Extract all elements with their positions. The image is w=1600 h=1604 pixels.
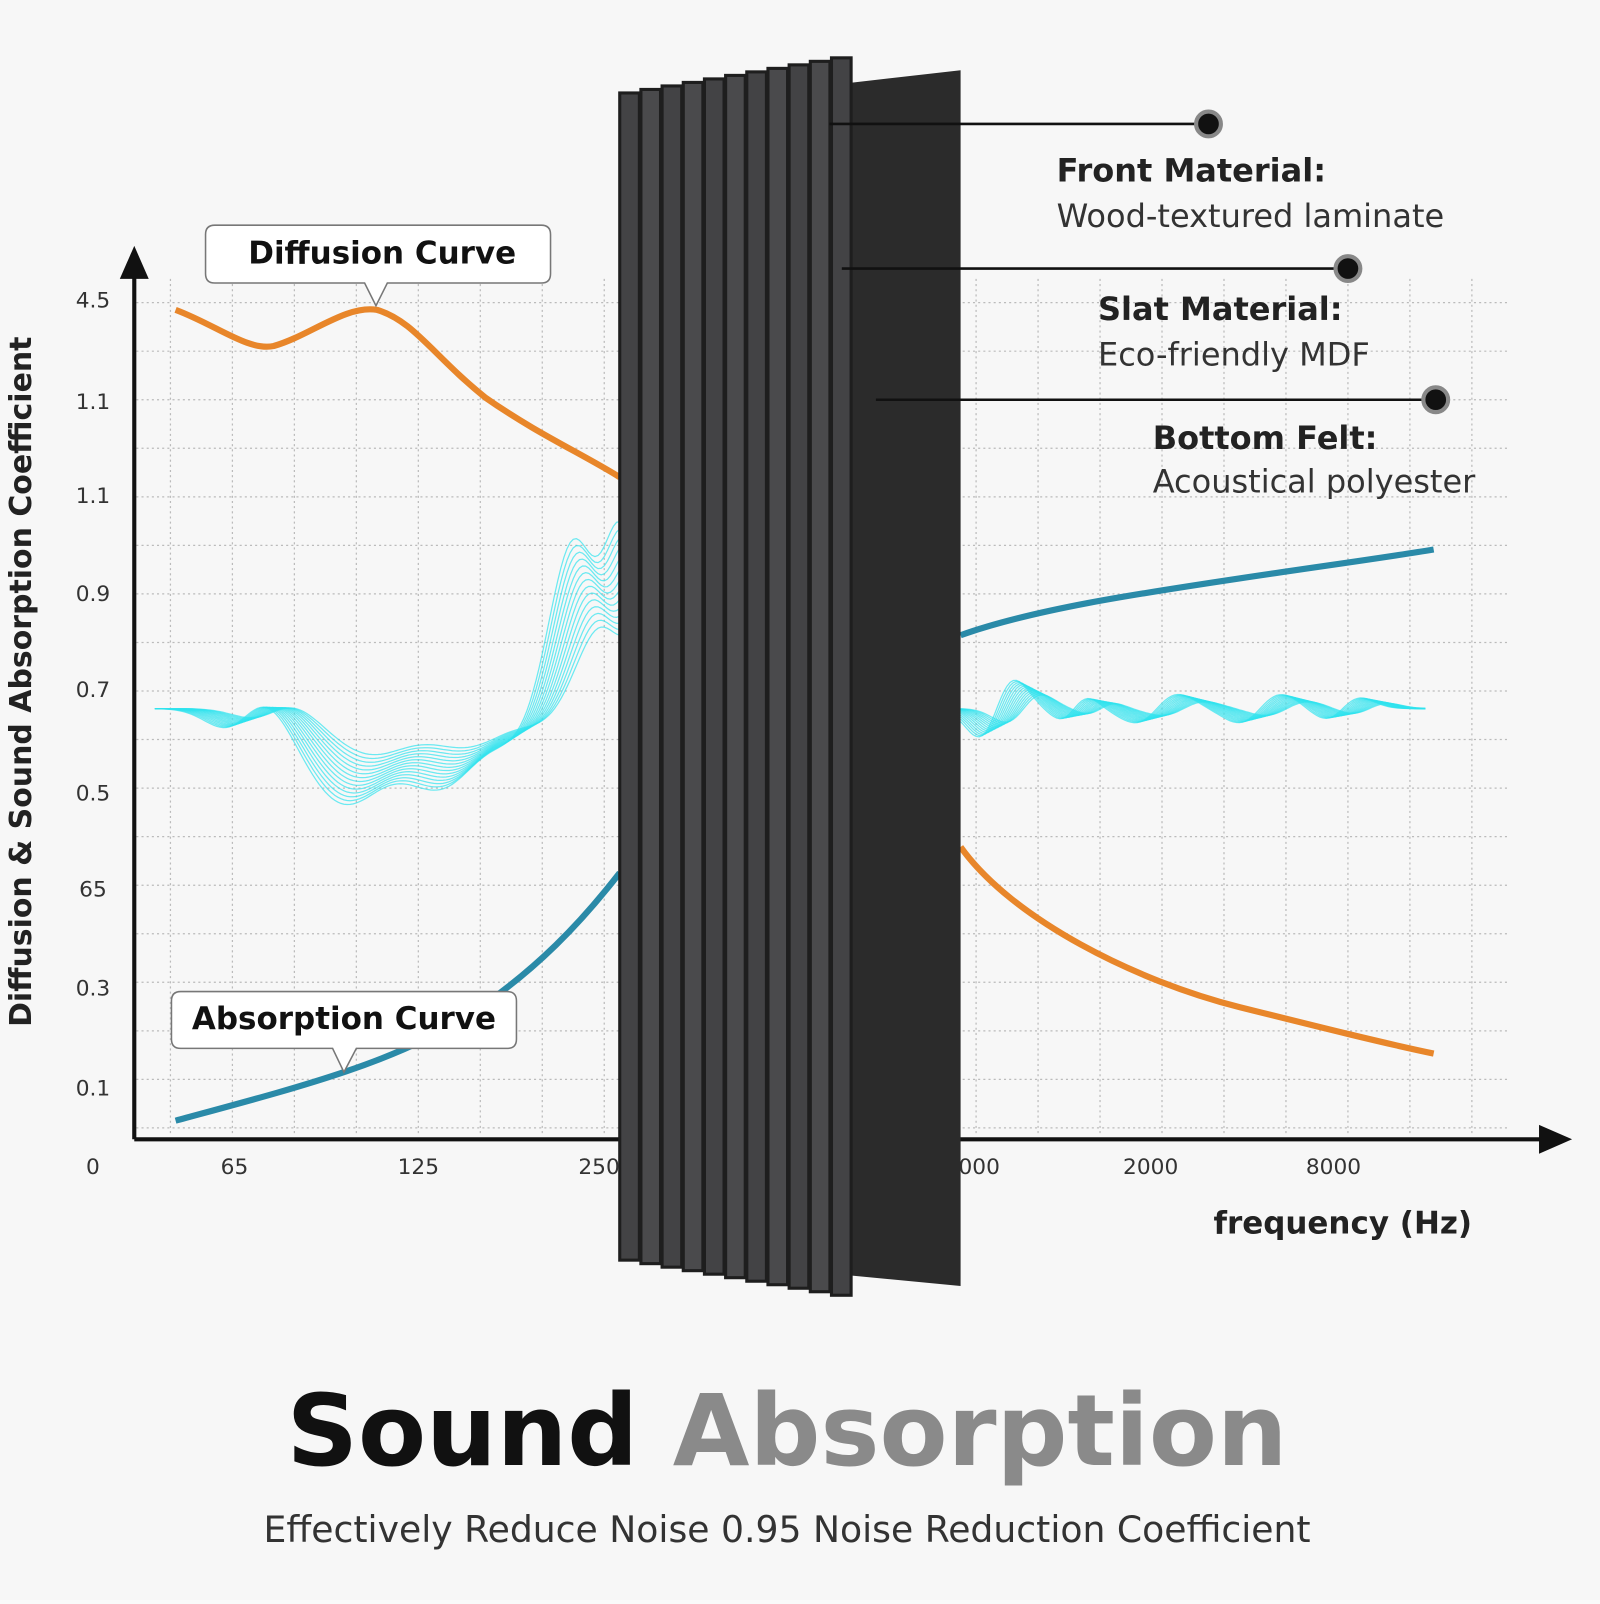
slat: [787, 63, 811, 1290]
layer-title: Slat Material:: [1098, 290, 1343, 328]
slat: [766, 66, 790, 1287]
heading-part: Sound: [287, 1374, 639, 1489]
x-tick-label: 250: [578, 1155, 619, 1180]
y-tick-label: 0.5: [76, 781, 110, 806]
slat: [681, 80, 705, 1273]
slat: [829, 56, 853, 1297]
slat: [745, 70, 768, 1283]
layer-text: Eco-friendly MDF: [1098, 335, 1370, 373]
absorption-curve-right: [959, 546, 1435, 639]
scene: 4.5 1.1 1.1 0.9 0.7 0.5 65 0.3 0.1 0 65 125 250 000 20…: [4, 56, 1573, 1551]
slat: [702, 77, 726, 1276]
y-tick-label: 0.1: [76, 1077, 110, 1102]
slat: [639, 87, 663, 1266]
y-tick-label: 0.9: [76, 582, 110, 607]
x-tick-label: 65: [221, 1155, 249, 1180]
layer-pointers: [829, 109, 1451, 415]
layer-title: Front Material:: [1057, 151, 1326, 189]
slat: [618, 91, 641, 1262]
y-tick-label: 0.3: [76, 977, 110, 1002]
layer-text: Wood-textured laminate: [1057, 197, 1445, 235]
y-tick-label: 0.7: [76, 678, 110, 703]
diffusion-waves: [154, 521, 1426, 806]
absorption-callout: Absorption Curve: [170, 990, 518, 1074]
pointer-dot: [1333, 254, 1363, 284]
layer-text: Acoustical polyester: [1153, 462, 1476, 500]
wave-line: [154, 626, 1426, 756]
diffusion-curve-right: [958, 845, 1435, 1057]
diffusion-curve-left: [174, 306, 622, 480]
heading: Sound Absorption: [287, 1374, 1288, 1489]
y-tick-label: 4.5: [76, 289, 110, 314]
pointer-dot: [1421, 385, 1451, 415]
tick-labels: 4.5 1.1 1.1 0.9 0.7 0.5 65 0.3 0.1 0 65 125 250 000 20…: [76, 289, 1361, 1181]
y-axis-label: Diffusion & Sound Absorption Coefficient: [4, 337, 39, 1027]
layer-title: Bottom Felt:: [1153, 419, 1378, 457]
y-tick-label: 65: [79, 877, 107, 902]
acoustic-panel: [618, 56, 961, 1297]
subtitle: Effectively Reduce Noise 0.95 Noise Redu…: [264, 1508, 1311, 1551]
callout-box: [204, 224, 552, 308]
x-tick-label: 000: [958, 1155, 999, 1180]
heading-part: Absorption: [673, 1374, 1288, 1489]
diffusion-callout: Diffusion Curve: [204, 224, 552, 308]
slat: [724, 73, 747, 1280]
x-axis-label: frequency (Hz): [1213, 1206, 1472, 1242]
x-tick-label: 2000: [1123, 1155, 1178, 1180]
pointer-dot: [1194, 109, 1223, 139]
y-tick-label: 1.1: [76, 390, 110, 415]
x-tick-label: 8000: [1306, 1155, 1361, 1180]
y-arrow: [119, 245, 149, 279]
x-tick-label: 125: [398, 1155, 439, 1180]
slat: [808, 59, 832, 1294]
callout-text: Diffusion Curve: [248, 236, 516, 272]
x-tick-label: 0: [86, 1155, 100, 1180]
felt-backing: [852, 70, 961, 1286]
slat: [660, 84, 684, 1269]
callout-box: [170, 990, 518, 1074]
callout-text: Absorption Curve: [192, 1001, 496, 1037]
y-tick-label: 1.1: [76, 484, 110, 509]
x-arrow: [1539, 1124, 1573, 1154]
